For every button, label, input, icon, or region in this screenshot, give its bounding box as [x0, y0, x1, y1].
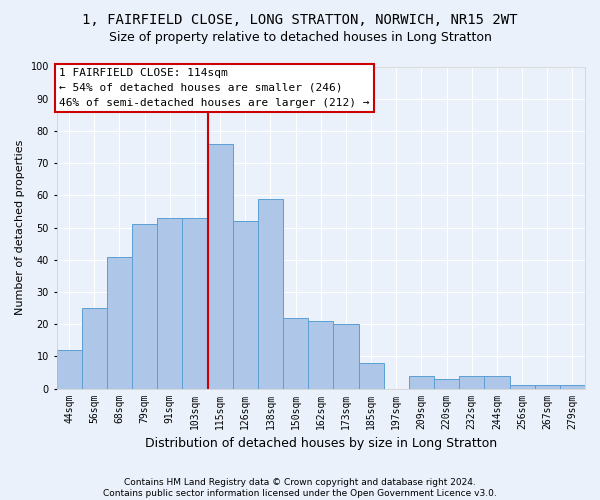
Bar — [157, 218, 182, 388]
Bar — [560, 386, 585, 388]
Text: Size of property relative to detached houses in Long Stratton: Size of property relative to detached ho… — [109, 31, 491, 44]
Bar — [283, 318, 308, 388]
Bar — [208, 144, 233, 388]
Bar — [459, 376, 484, 388]
Bar — [107, 256, 132, 388]
Text: Contains HM Land Registry data © Crown copyright and database right 2024.
Contai: Contains HM Land Registry data © Crown c… — [103, 478, 497, 498]
X-axis label: Distribution of detached houses by size in Long Stratton: Distribution of detached houses by size … — [145, 437, 497, 450]
Text: 1 FAIRFIELD CLOSE: 114sqm
← 54% of detached houses are smaller (246)
46% of semi: 1 FAIRFIELD CLOSE: 114sqm ← 54% of detac… — [59, 68, 370, 108]
Bar — [182, 218, 208, 388]
Text: 1, FAIRFIELD CLOSE, LONG STRATTON, NORWICH, NR15 2WT: 1, FAIRFIELD CLOSE, LONG STRATTON, NORWI… — [82, 12, 518, 26]
Bar — [484, 376, 509, 388]
Bar — [535, 386, 560, 388]
Bar — [359, 363, 383, 388]
Bar — [258, 198, 283, 388]
Bar — [56, 350, 82, 389]
Bar — [509, 386, 535, 388]
Bar — [233, 221, 258, 388]
Bar — [434, 379, 459, 388]
Bar — [132, 224, 157, 388]
Bar — [334, 324, 359, 388]
Bar — [308, 321, 334, 388]
Bar — [82, 308, 107, 388]
Y-axis label: Number of detached properties: Number of detached properties — [15, 140, 25, 315]
Bar — [409, 376, 434, 388]
